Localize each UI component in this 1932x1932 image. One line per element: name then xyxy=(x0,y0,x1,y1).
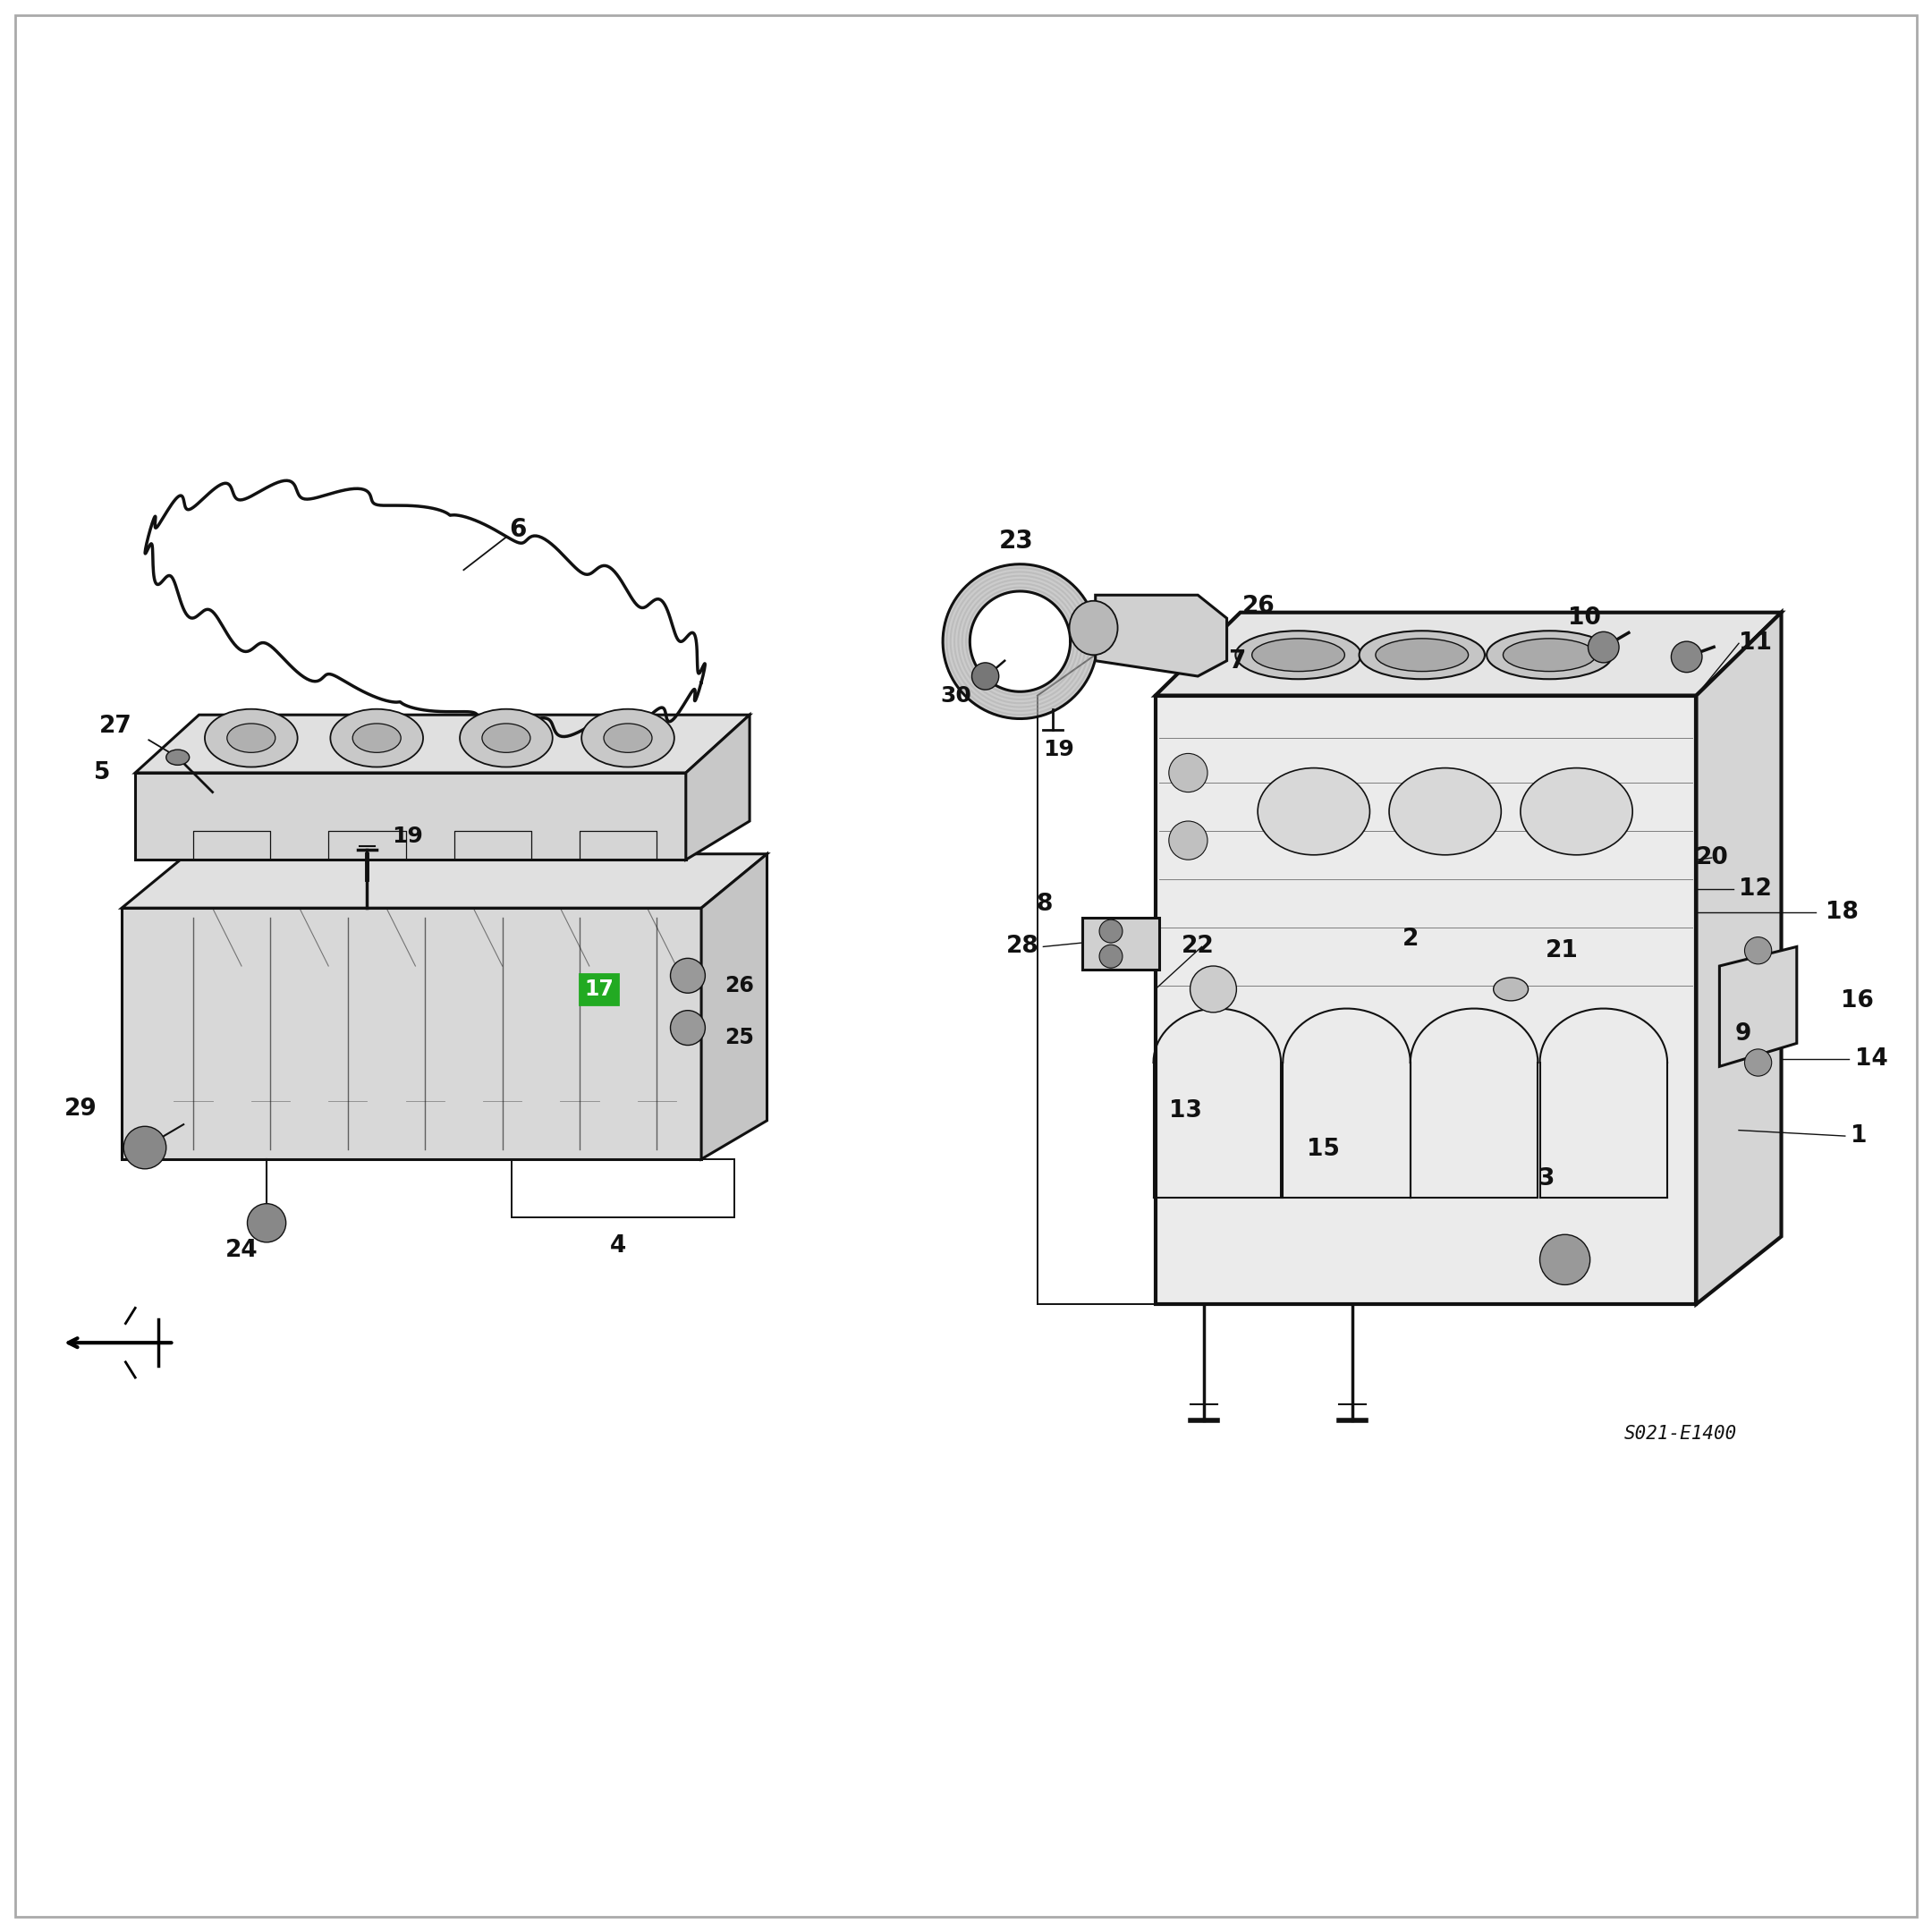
Text: 30: 30 xyxy=(941,684,972,707)
Polygon shape xyxy=(122,854,767,908)
Text: 21: 21 xyxy=(1546,939,1578,962)
Ellipse shape xyxy=(1520,769,1633,854)
Ellipse shape xyxy=(1488,630,1613,680)
Text: 18: 18 xyxy=(1826,900,1859,923)
Text: 19: 19 xyxy=(1043,738,1074,761)
Ellipse shape xyxy=(166,750,189,765)
Ellipse shape xyxy=(352,724,402,753)
Ellipse shape xyxy=(1493,978,1528,1001)
Text: 26: 26 xyxy=(1242,595,1275,618)
Ellipse shape xyxy=(1503,638,1596,670)
Ellipse shape xyxy=(603,724,653,753)
Ellipse shape xyxy=(330,709,423,767)
Text: 5: 5 xyxy=(95,761,110,784)
Text: 13: 13 xyxy=(1169,1099,1202,1122)
Ellipse shape xyxy=(228,724,276,753)
Text: 28: 28 xyxy=(1007,935,1039,958)
Text: S021-E1400: S021-E1400 xyxy=(1625,1424,1737,1443)
Polygon shape xyxy=(1696,612,1781,1304)
Text: 7: 7 xyxy=(1229,649,1244,672)
Text: 22: 22 xyxy=(1180,935,1215,958)
Ellipse shape xyxy=(1070,601,1117,655)
Circle shape xyxy=(972,663,999,690)
Circle shape xyxy=(1745,937,1772,964)
Text: 17: 17 xyxy=(583,978,614,1001)
Circle shape xyxy=(1099,920,1122,943)
Ellipse shape xyxy=(1376,638,1468,670)
Text: 12: 12 xyxy=(1739,877,1772,900)
Polygon shape xyxy=(135,773,686,860)
Polygon shape xyxy=(686,715,750,860)
Text: 2: 2 xyxy=(1403,927,1418,951)
Text: 26: 26 xyxy=(724,974,753,997)
Ellipse shape xyxy=(1252,638,1345,670)
Ellipse shape xyxy=(205,709,298,767)
Text: 15: 15 xyxy=(1306,1138,1341,1161)
Circle shape xyxy=(1745,1049,1772,1076)
Ellipse shape xyxy=(483,724,529,753)
Text: 29: 29 xyxy=(64,1097,99,1121)
Polygon shape xyxy=(1155,696,1696,1304)
Ellipse shape xyxy=(1360,630,1486,680)
Text: 3: 3 xyxy=(1538,1167,1553,1190)
Circle shape xyxy=(1099,945,1122,968)
Polygon shape xyxy=(1082,918,1159,970)
Polygon shape xyxy=(943,564,1097,719)
Circle shape xyxy=(670,1010,705,1045)
Circle shape xyxy=(1588,632,1619,663)
Ellipse shape xyxy=(1258,769,1370,854)
Ellipse shape xyxy=(1389,769,1501,854)
Text: 24: 24 xyxy=(226,1238,257,1262)
Text: 27: 27 xyxy=(99,715,133,738)
Circle shape xyxy=(1671,641,1702,672)
Text: 20: 20 xyxy=(1694,846,1729,869)
Text: 23: 23 xyxy=(999,529,1034,553)
Text: 16: 16 xyxy=(1841,989,1874,1012)
Circle shape xyxy=(124,1126,166,1169)
Text: 6: 6 xyxy=(510,518,526,541)
Polygon shape xyxy=(1719,947,1797,1066)
Circle shape xyxy=(247,1204,286,1242)
Ellipse shape xyxy=(460,709,553,767)
Text: 10: 10 xyxy=(1567,607,1602,630)
Ellipse shape xyxy=(1236,630,1360,680)
Text: 25: 25 xyxy=(724,1026,753,1049)
Text: 11: 11 xyxy=(1739,632,1772,655)
Polygon shape xyxy=(1095,595,1227,676)
Text: 14: 14 xyxy=(1855,1047,1888,1070)
Text: 8: 8 xyxy=(1036,893,1053,916)
Text: 1: 1 xyxy=(1851,1124,1868,1148)
Text: 9: 9 xyxy=(1735,1022,1752,1045)
Circle shape xyxy=(670,958,705,993)
Circle shape xyxy=(1169,821,1208,860)
Text: 19: 19 xyxy=(392,825,423,848)
Text: 4: 4 xyxy=(611,1235,626,1258)
Polygon shape xyxy=(1155,612,1781,696)
Circle shape xyxy=(1190,966,1236,1012)
Polygon shape xyxy=(122,908,701,1159)
Circle shape xyxy=(1169,753,1208,792)
Circle shape xyxy=(1540,1235,1590,1285)
Polygon shape xyxy=(135,715,750,773)
Ellipse shape xyxy=(582,709,674,767)
Polygon shape xyxy=(701,854,767,1159)
